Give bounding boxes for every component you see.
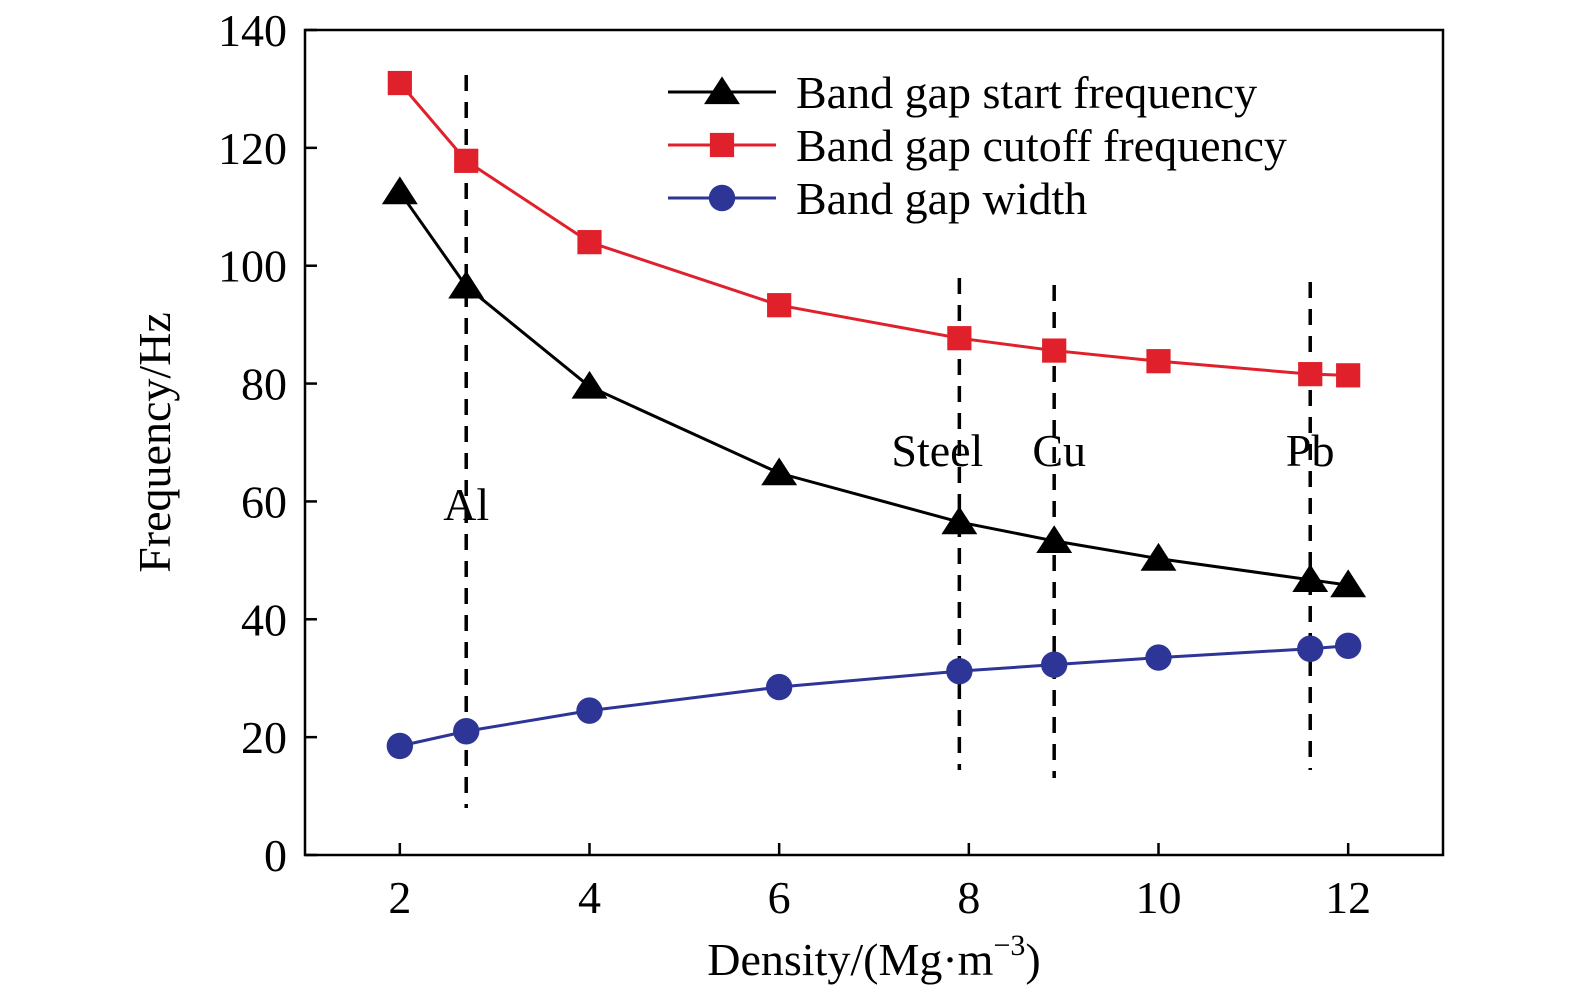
series-marker [381, 176, 418, 205]
x-tick-label: 6 [768, 872, 791, 923]
legend-label: Band gap start frequency [796, 67, 1257, 118]
series-marker [1040, 651, 1068, 678]
y-tick-label: 140 [218, 5, 287, 56]
x-tick-label: 4 [578, 872, 601, 923]
plot-frame [303, 28, 1445, 857]
x-tick-label: 2 [388, 872, 411, 923]
series-marker [1042, 338, 1067, 363]
series-marker [1145, 644, 1172, 671]
series-marker [1330, 569, 1367, 598]
series-marker [1336, 363, 1361, 388]
series-marker [767, 293, 792, 318]
series-marker [1334, 632, 1362, 660]
series-marker [1146, 349, 1171, 374]
series-group [386, 632, 1362, 760]
annotation-label: Pb [1286, 425, 1335, 476]
y-tick-label: 20 [241, 712, 287, 763]
annotation-label: Al [443, 479, 489, 530]
series-marker [761, 457, 798, 486]
series-marker [709, 132, 735, 158]
series-marker [448, 270, 485, 299]
series-marker [1297, 635, 1324, 662]
series-layer [381, 70, 1367, 760]
y-tick-label: 40 [241, 594, 287, 645]
series-marker [571, 370, 608, 399]
series-group [381, 176, 1367, 598]
x-axis-title-main: Density/(Mg·m [707, 934, 993, 985]
x-tick-label: 10 [1136, 872, 1182, 923]
annotation-label: Steel [891, 425, 983, 476]
series-marker [708, 184, 736, 212]
series-marker [1140, 542, 1177, 571]
series-marker [704, 76, 740, 105]
y-tick-label: 60 [241, 476, 287, 527]
annotation-label: Cu [1032, 425, 1086, 476]
y-tick-label: 0 [264, 830, 287, 881]
series-marker [577, 230, 602, 255]
y-tick-label: 120 [218, 123, 287, 174]
series-line [398, 191, 1349, 587]
legend-label: Band gap cutoff frequency [796, 120, 1287, 171]
series-marker [765, 673, 793, 701]
series-marker [1298, 362, 1323, 387]
legend-label: Band gap width [796, 173, 1087, 224]
series-marker [1292, 564, 1329, 592]
series-marker [941, 506, 978, 535]
series-marker [946, 657, 973, 685]
series-marker [386, 732, 414, 760]
series-marker [454, 148, 479, 173]
annotation-labels: Al Steel Cu Pb [443, 425, 1334, 530]
x-axis-title: Density/(Mg·m−3) [707, 929, 1040, 985]
x-tick-label: 8 [957, 872, 980, 923]
y-tick-label: 80 [241, 359, 287, 410]
x-axis-title-sup: −3 [993, 929, 1025, 962]
x-axis-title-tail: ) [1025, 934, 1040, 985]
series-line [399, 644, 1349, 748]
series-marker [1036, 525, 1073, 554]
series-group [387, 70, 1361, 388]
y-axis-title: Frequency/Hz [129, 312, 180, 573]
x-tick-label: 12 [1325, 872, 1371, 923]
series-marker [576, 697, 603, 724]
series-marker [387, 70, 412, 96]
y-tick-label: 100 [218, 241, 287, 292]
series-marker [947, 326, 972, 351]
series-marker [453, 718, 480, 745]
